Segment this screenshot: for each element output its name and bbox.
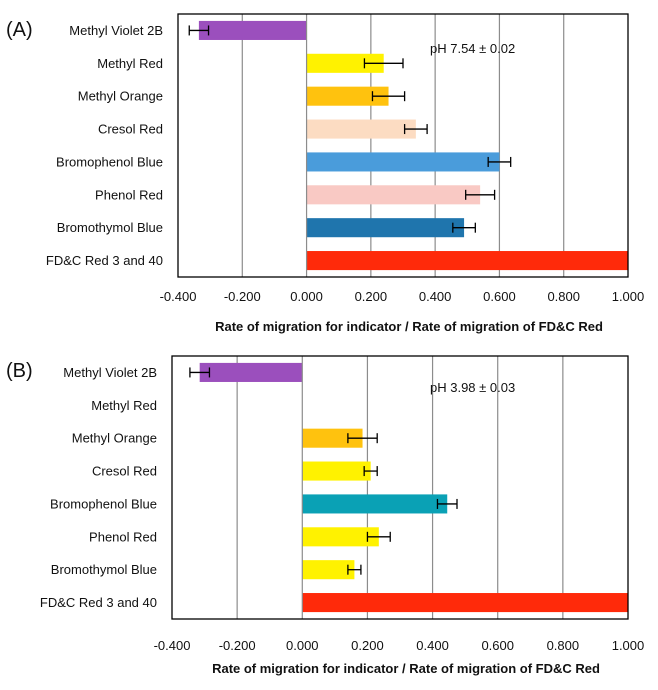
x-axis-label: Rate of migration for indicator / Rate o…	[212, 661, 600, 676]
category-label: Methyl Red	[97, 56, 163, 71]
ph-annotation: pH 3.98 ± 0.03	[430, 380, 515, 395]
chart-panel-b: (B) Methyl Violet 2B Methyl Red Methyl Oran…	[6, 355, 645, 676]
bar	[306, 119, 416, 139]
x-tick-label: 0.600	[483, 289, 516, 304]
ph-annotation: pH 7.54 ± 0.02	[430, 41, 515, 56]
category-label: Bromophenol Blue	[50, 496, 157, 511]
category-label: Methyl Orange	[72, 431, 157, 446]
category-label: Phenol Red	[95, 187, 163, 202]
category-label: Bromophenol Blue	[56, 154, 163, 169]
category-label: Bromothymol Blue	[51, 562, 157, 577]
category-label: Cresol Red	[92, 464, 157, 479]
bar	[306, 185, 481, 205]
x-tick-label: 0.400	[419, 289, 452, 304]
bar	[302, 527, 379, 547]
category-label: Methyl Orange	[78, 89, 163, 104]
category-label: Methyl Violet 2B	[69, 23, 163, 38]
x-tick-label: 0.400	[416, 638, 449, 653]
x-tick-label: 1.000	[612, 289, 645, 304]
x-tick-label: 0.000	[290, 289, 323, 304]
x-tick-label: 0.800	[547, 638, 580, 653]
plot-frame	[171, 355, 629, 620]
x-tick-label: 0.200	[351, 638, 384, 653]
bar	[302, 560, 355, 580]
bar	[306, 251, 628, 271]
panel-label: (A)	[6, 19, 33, 41]
category-label: Methyl Violet 2B	[63, 365, 157, 380]
x-tick-label: 0.800	[547, 289, 580, 304]
category-label: FD&C Red 3 and 40	[40, 595, 157, 610]
bar	[199, 362, 303, 382]
bar	[306, 218, 465, 238]
x-tick-label: -0.200	[224, 289, 261, 304]
bar	[306, 152, 500, 172]
chart-panel-a: (A) Methyl Violet 2B Methyl Red Methyl Oran…	[6, 13, 645, 334]
category-label: FD&C Red 3 and 40	[46, 253, 163, 268]
x-tick-label: -0.400	[154, 638, 191, 653]
category-label: Phenol Red	[89, 529, 157, 544]
bar	[302, 593, 628, 613]
bar	[198, 20, 307, 40]
panel-label: (B)	[6, 360, 33, 382]
category-label: Methyl Red	[91, 398, 157, 413]
x-tick-label: -0.400	[160, 289, 197, 304]
category-label: Bromothymol Blue	[57, 220, 163, 235]
x-tick-label: -0.200	[219, 638, 256, 653]
x-tick-label: 0.600	[481, 638, 514, 653]
x-tick-label: 1.000	[612, 638, 645, 653]
x-tick-label: 0.000	[286, 638, 319, 653]
bar	[302, 494, 448, 514]
bar	[306, 86, 389, 106]
bar	[302, 461, 371, 481]
x-tick-label: 0.200	[355, 289, 388, 304]
x-axis-label: Rate of migration for indicator / Rate o…	[215, 319, 603, 334]
category-label: Cresol Red	[98, 122, 163, 137]
plot-frame	[177, 13, 629, 278]
